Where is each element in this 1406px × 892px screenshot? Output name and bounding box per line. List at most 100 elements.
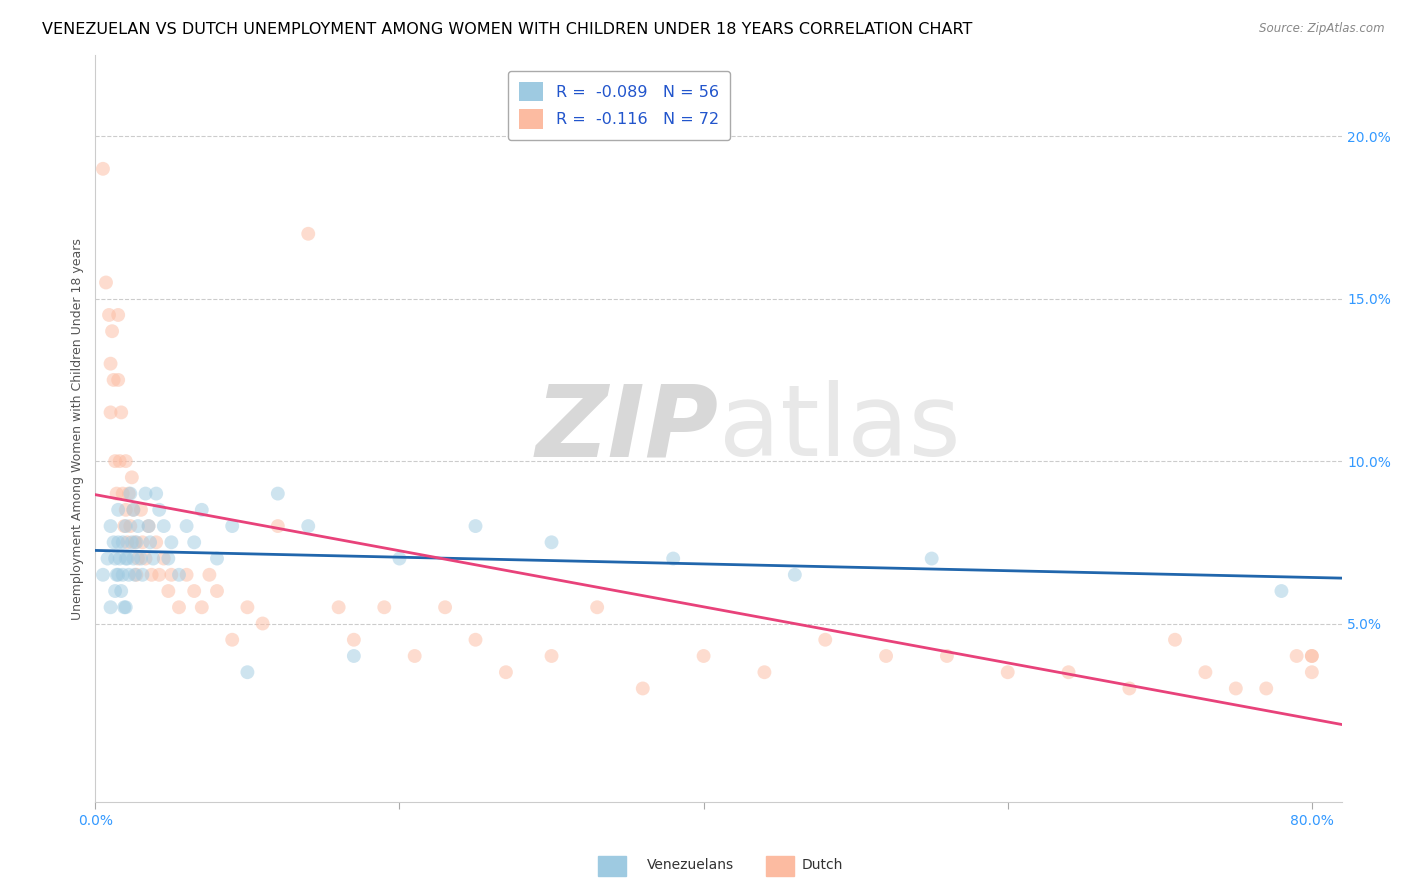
Point xyxy=(145,535,167,549)
Point xyxy=(104,584,127,599)
Point xyxy=(117,551,139,566)
Point xyxy=(145,486,167,500)
Point xyxy=(127,519,149,533)
Point xyxy=(98,308,121,322)
Point xyxy=(100,405,122,419)
Point xyxy=(112,519,135,533)
Point xyxy=(157,584,180,599)
Point xyxy=(167,567,190,582)
Point xyxy=(120,486,142,500)
Point xyxy=(783,567,806,582)
Point xyxy=(131,567,153,582)
Point xyxy=(921,551,943,566)
Point xyxy=(107,373,129,387)
Point xyxy=(114,519,136,533)
Point xyxy=(103,535,125,549)
Point xyxy=(111,567,134,582)
Point xyxy=(148,567,170,582)
Point xyxy=(1301,648,1323,663)
Point xyxy=(91,161,114,176)
Point xyxy=(127,551,149,566)
Point xyxy=(111,486,134,500)
Point xyxy=(540,535,562,549)
Point xyxy=(464,632,486,647)
Point xyxy=(94,276,117,290)
Point xyxy=(141,567,163,582)
Point xyxy=(191,600,214,615)
Point xyxy=(814,632,837,647)
Point xyxy=(167,600,190,615)
Point xyxy=(464,519,486,533)
Point xyxy=(135,551,157,566)
Point xyxy=(135,486,157,500)
Point xyxy=(176,519,198,533)
Point xyxy=(103,373,125,387)
Point xyxy=(148,503,170,517)
Point xyxy=(631,681,654,696)
Point xyxy=(160,535,183,549)
Point xyxy=(108,454,131,468)
Point xyxy=(267,519,290,533)
Point xyxy=(205,551,228,566)
Point xyxy=(297,227,319,241)
Point xyxy=(96,551,118,566)
Point xyxy=(1194,665,1216,680)
Point xyxy=(586,600,609,615)
Point xyxy=(114,503,136,517)
Point xyxy=(152,551,174,566)
Point xyxy=(1256,681,1278,696)
Point xyxy=(108,551,131,566)
Point xyxy=(183,584,205,599)
Y-axis label: Unemployment Among Women with Children Under 18 years: Unemployment Among Women with Children U… xyxy=(72,237,84,620)
Point xyxy=(122,503,145,517)
Point xyxy=(388,551,411,566)
Point xyxy=(111,535,134,549)
Point xyxy=(152,519,174,533)
Point xyxy=(1301,665,1323,680)
Point xyxy=(1164,632,1187,647)
Point xyxy=(129,551,152,566)
Text: Source: ZipAtlas.com: Source: ZipAtlas.com xyxy=(1260,22,1385,36)
Point xyxy=(142,551,165,566)
Point xyxy=(121,470,143,484)
Point xyxy=(100,519,122,533)
Point xyxy=(692,648,714,663)
Point xyxy=(120,519,142,533)
Point xyxy=(91,567,114,582)
Point xyxy=(112,600,135,615)
Point xyxy=(1057,665,1080,680)
Point xyxy=(138,519,160,533)
Point xyxy=(1118,681,1140,696)
Point xyxy=(157,551,180,566)
Point xyxy=(100,357,122,371)
Point xyxy=(131,535,153,549)
Point xyxy=(221,519,243,533)
Point xyxy=(100,600,122,615)
Point xyxy=(343,632,366,647)
Point xyxy=(118,567,141,582)
Point xyxy=(875,648,897,663)
Point xyxy=(117,535,139,549)
Text: Dutch: Dutch xyxy=(801,858,842,872)
Point xyxy=(124,535,146,549)
Point xyxy=(107,503,129,517)
Point xyxy=(540,648,562,663)
Point xyxy=(105,567,128,582)
Point xyxy=(1225,681,1247,696)
Point xyxy=(104,454,127,468)
Point xyxy=(1270,584,1292,599)
Point xyxy=(404,648,426,663)
Point xyxy=(176,567,198,582)
Point xyxy=(434,600,457,615)
Point xyxy=(114,454,136,468)
Legend: R =  -0.089   N = 56, R =  -0.116   N = 72: R = -0.089 N = 56, R = -0.116 N = 72 xyxy=(508,70,730,140)
Point xyxy=(125,535,148,549)
Point xyxy=(107,535,129,549)
Point xyxy=(1301,648,1323,663)
Point xyxy=(236,600,259,615)
Text: Venezuelans: Venezuelans xyxy=(647,858,734,872)
Point xyxy=(129,503,152,517)
Point xyxy=(297,519,319,533)
Point xyxy=(221,632,243,647)
Point xyxy=(125,567,148,582)
